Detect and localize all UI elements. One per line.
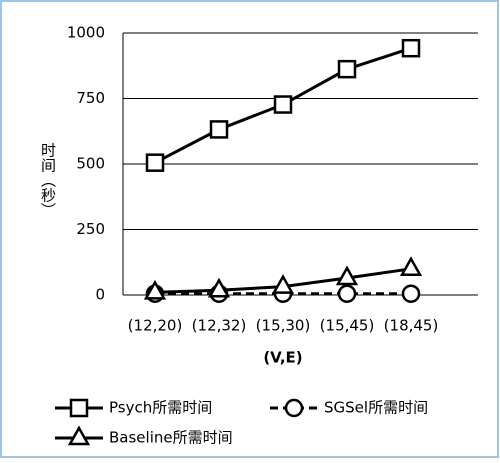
marker [143,279,167,300]
x-tick-label: (12,20) [128,317,183,335]
marker [271,274,295,294]
marker [207,277,231,298]
y-tick-label: 500 [76,155,105,173]
y-tick-label: 1000 [67,24,105,42]
legend-label: SGSel所需时间 [324,399,428,417]
marker [337,59,357,79]
marker [335,265,359,286]
marker [145,153,165,172]
y-tick-label: 0 [95,286,105,304]
x-tick-label: (15,45) [320,317,375,335]
x-tick-label: (15,30) [256,317,311,335]
x-tick-label: (12,32) [192,317,247,335]
y-tick-label: 750 [76,89,105,107]
marker [399,256,423,277]
marker [337,284,357,303]
legend-label: Baseline所需时间 [109,429,233,447]
marker [69,398,89,418]
marker [401,284,421,303]
x-axis-title: (V,E) [263,349,302,367]
marker [284,398,304,418]
legend-label: Psych所需时间 [109,399,212,417]
marker [273,95,293,114]
x-tick-label: (18,45) [384,317,439,335]
marker [401,38,421,58]
y-tick-label: 250 [76,220,105,238]
marker [67,425,91,446]
marker [209,120,229,139]
y-axis-title: 时间（秒） [39,143,57,218]
